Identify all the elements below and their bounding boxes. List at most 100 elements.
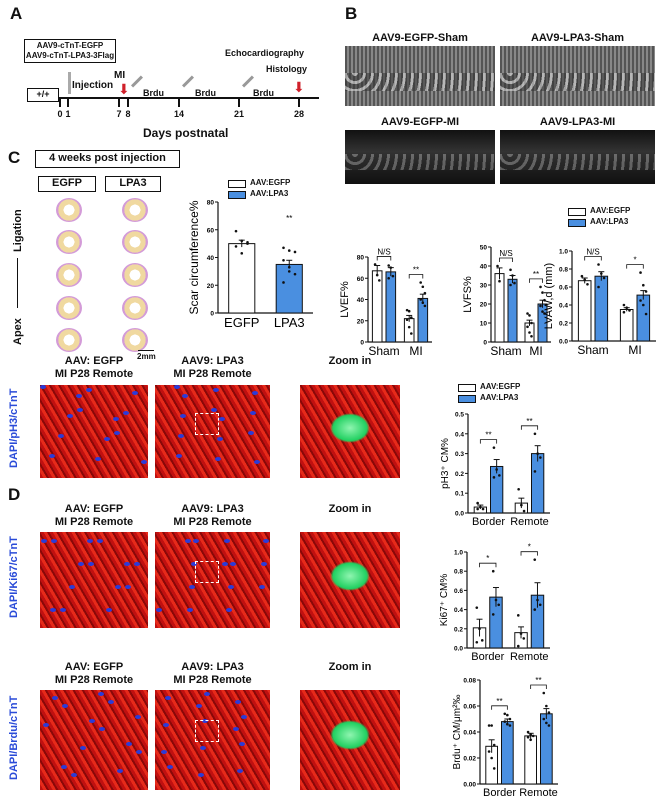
- heart-section-image: [56, 230, 82, 254]
- scale-bar: [138, 350, 154, 351]
- data-point: [375, 273, 379, 277]
- y-tick-label: 0.4: [559, 303, 568, 310]
- bar-egfp: [524, 735, 537, 785]
- y-tick-label: 80: [357, 255, 365, 262]
- timeline-day-label: 7: [116, 109, 122, 119]
- brdu-label-1: Brdu: [143, 88, 164, 98]
- data-point: [492, 767, 496, 770]
- y-tick-label: 0.6: [454, 588, 463, 595]
- injection-label: Injection: [72, 80, 114, 91]
- nucleus-mark: [165, 696, 171, 700]
- data-point: [516, 614, 520, 617]
- x-tick-label: Remote: [510, 651, 549, 663]
- data-point: [526, 312, 529, 315]
- timeline-day-label: 28: [293, 109, 304, 119]
- data-point: [481, 507, 485, 511]
- data-point: [487, 750, 491, 753]
- y-tick-label: 0.0: [559, 339, 568, 346]
- nucleus-mark: [135, 715, 141, 719]
- y-tick-label: 0.3: [455, 451, 464, 458]
- data-point: [491, 613, 495, 616]
- data-point: [410, 316, 413, 319]
- x-tick-label: Border: [472, 516, 505, 528]
- y-tick-label: 20: [357, 318, 365, 325]
- micro-title: AAV9: LPA3 MI P28 Remote: [173, 355, 252, 380]
- data-point: [539, 456, 542, 459]
- nucleus-mark: [230, 562, 236, 566]
- data-point: [487, 724, 491, 727]
- data-point: [282, 281, 285, 284]
- mi-arrow-icon: ⬇: [118, 81, 130, 97]
- data-point: [282, 246, 285, 250]
- nucleus-mark: [239, 742, 245, 746]
- significance-label: **: [533, 270, 539, 279]
- data-point: [583, 278, 586, 282]
- data-point: [597, 263, 600, 266]
- group-egfp-box: EGFP: [38, 176, 96, 192]
- data-point: [533, 558, 537, 561]
- nucleus-mark: [60, 608, 66, 612]
- legend-swatch-egfp: [228, 180, 246, 188]
- legend-label-lpa3: AAV:LPA3: [590, 217, 629, 226]
- bar-lpa3: [417, 297, 429, 343]
- timeline-day-label: 0: [57, 109, 63, 119]
- timeline-axis: [59, 97, 319, 99]
- nucleus-mark: [99, 727, 105, 731]
- significance-label: **: [496, 697, 502, 706]
- legend-label-lpa3: AAV:LPA3: [480, 393, 519, 402]
- y-tick-label: 40: [357, 297, 365, 304]
- data-point: [526, 735, 530, 739]
- significance-bracket: [499, 257, 513, 262]
- nucleus-mark: [76, 394, 82, 398]
- data-point: [240, 252, 244, 255]
- data-point: [478, 627, 481, 631]
- panel-label-c: C: [8, 148, 21, 167]
- nucleus-mark: [191, 562, 197, 566]
- data-point: [639, 271, 642, 274]
- significance-bracket: [530, 684, 547, 689]
- histology-arrow-icon: ⬇: [293, 79, 305, 95]
- nucleus-mark: [217, 437, 223, 441]
- y-tick-label: 20: [207, 283, 215, 290]
- heart-section-image: [122, 198, 148, 222]
- heart-section-image: [122, 230, 148, 254]
- legend-swatch-lpa3: [568, 219, 586, 227]
- legend-swatch-egfp: [458, 384, 476, 392]
- y-axis-label: LVEF%: [339, 281, 351, 318]
- bar-lpa3: [501, 721, 514, 785]
- data-point: [530, 335, 533, 338]
- significance-label: *: [486, 554, 489, 563]
- nucleus-mark: [185, 539, 191, 543]
- nucleus-mark: [176, 454, 182, 458]
- echo-image-lpa3-sham: [500, 46, 655, 106]
- x-tick-label: MI: [529, 344, 542, 358]
- x-tick-label: Border: [483, 787, 516, 799]
- nucleus-mark: [123, 411, 129, 415]
- vector-box: AAV9-cTnT-EGFP AAV9-cTnT-LPA3-3Flag: [24, 39, 116, 63]
- y-tick-label: 0.4: [455, 431, 464, 438]
- timeline-tick: [298, 98, 300, 107]
- data-point: [602, 276, 606, 280]
- data-point: [533, 470, 537, 473]
- data-point: [287, 265, 291, 269]
- data-point: [475, 640, 479, 644]
- nucleus-mark: [117, 769, 123, 773]
- nucleus-mark: [174, 385, 180, 389]
- data-point: [490, 756, 493, 760]
- y-tick-label: 0: [483, 340, 487, 347]
- nucleus-mark: [233, 727, 239, 731]
- data-point: [494, 598, 498, 602]
- data-point: [405, 308, 409, 312]
- x-tick-label: EGFP: [224, 315, 259, 330]
- bar-lpa3: [531, 453, 545, 514]
- microscopy-image: [300, 532, 400, 628]
- data-point: [503, 720, 507, 723]
- data-point: [539, 285, 542, 289]
- data-point: [508, 717, 512, 721]
- data-point: [543, 312, 546, 315]
- chart-scar: 0 20 40 60 80 Scar circumference% EGFP LPA3 **: [187, 200, 313, 330]
- data-point: [508, 724, 512, 727]
- bar-lpa3: [490, 465, 504, 514]
- y-axis-label: Scar circumference%: [187, 200, 201, 314]
- vector-lpa3: AAV9-cTnT-LPA3-3Flag: [25, 51, 115, 60]
